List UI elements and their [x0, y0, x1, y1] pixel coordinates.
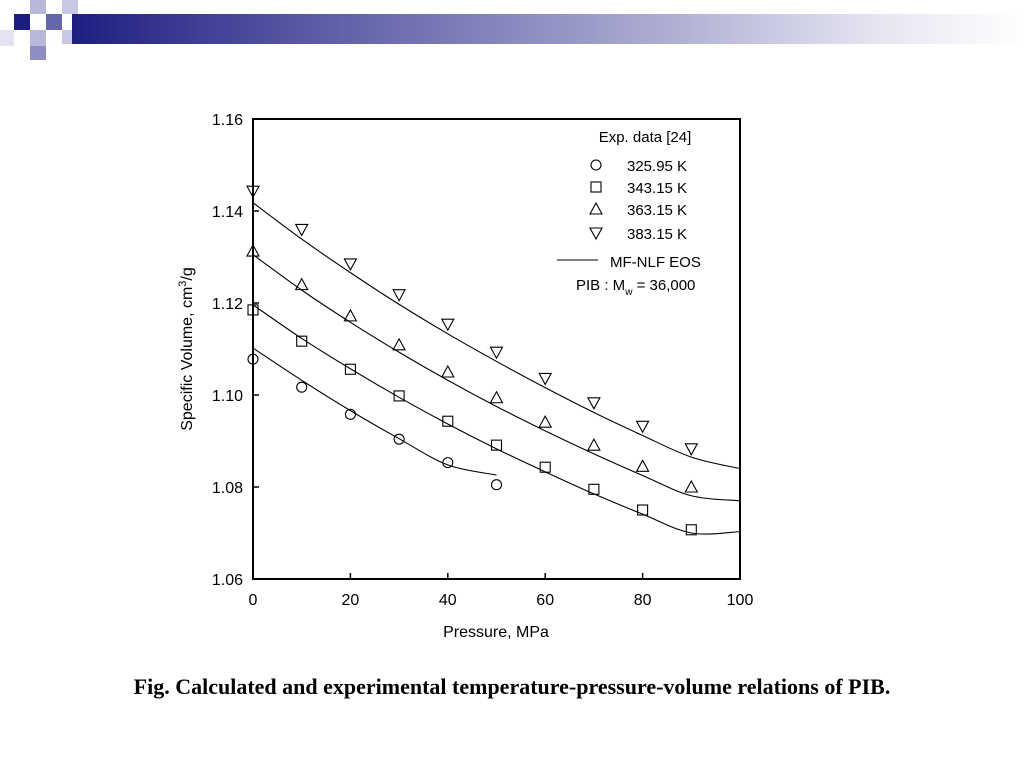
legend-title: Exp. data [24] [599, 129, 692, 146]
data-point-circle [296, 381, 308, 393]
chart: 0 20 40 60 80 100 1.06 1.08 1.10 1.12 1.14 1.16 Pre… [177, 112, 754, 641]
legend-label: 363.15 K [627, 202, 687, 219]
data-point-triangle-up [684, 479, 699, 493]
legend-label: 343.15 K [627, 180, 687, 197]
header-square-dark-1 [14, 14, 30, 30]
header-gradient-bar [72, 14, 1024, 44]
x-tick-label: 20 [342, 592, 360, 609]
legend-label: 325.95 K [627, 158, 687, 175]
y-tick-label: 1.12 [212, 296, 243, 313]
legend-label: 383.15 K [627, 226, 687, 243]
header-square-light-2 [30, 30, 46, 46]
y-axis-label: Specific Volume, cm3/g [177, 267, 196, 431]
y-tick-label: 1.14 [212, 204, 243, 221]
data-point-triangle-up [392, 337, 407, 351]
data-point-triangle-up [294, 277, 309, 291]
legend-note: PIB : Mw = 36,000 [576, 277, 695, 298]
legend-line-label: MF-NLF EOS [610, 254, 701, 271]
data-point-square [637, 504, 649, 516]
data-point-triangle-up [586, 437, 601, 451]
data-point-triangle-up [246, 243, 260, 257]
data-point-circle [393, 433, 405, 445]
header-square-light-4 [0, 30, 14, 46]
x-tick-label: 0 [249, 592, 258, 609]
header-square-light-3 [62, 30, 74, 44]
legend-marker-triangle-down [589, 227, 603, 241]
data-point-triangle-down [392, 289, 407, 302]
data-point-square [685, 524, 697, 536]
header-square-mid-1 [46, 14, 62, 30]
data-point-square [296, 335, 308, 347]
data-point-circle [344, 408, 356, 420]
figure-caption: Fig. Calculated and experimental tempera… [133, 674, 891, 699]
data-point-square [393, 390, 405, 402]
data-point-circle [442, 457, 454, 469]
data-point-triangle-down [635, 420, 650, 434]
y-tick-label: 1.10 [212, 388, 243, 405]
data-point-triangle-down [489, 346, 504, 360]
x-tick-label: 80 [634, 592, 652, 609]
model-line-series-3 [252, 254, 741, 502]
x-tick-label: 100 [727, 592, 754, 609]
data-point-triangle-up [635, 459, 650, 472]
data-point-triangle-down [586, 397, 601, 410]
data-point-triangle-down [294, 223, 309, 237]
data-point-square [442, 415, 454, 427]
header-square-mid-2 [62, 0, 78, 14]
data-point-triangle-up [489, 390, 504, 404]
data-point-triangle-down [440, 318, 455, 332]
y-tick-label: 1.06 [212, 572, 243, 589]
y-tick-label: 1.08 [212, 480, 243, 497]
plot-frame [252, 118, 741, 580]
legend-marker-circle [590, 159, 602, 171]
data-point-triangle-down [684, 443, 699, 456]
data-point-square [539, 461, 551, 473]
model-line-series-4 [252, 202, 741, 470]
y-tick-label: 1.16 [212, 112, 243, 129]
data-point-triangle-up [343, 308, 358, 322]
data-point-square [247, 304, 259, 316]
data-point-square [344, 363, 356, 375]
data-point-triangle-down [246, 185, 260, 199]
x-tick-label: 40 [439, 592, 457, 609]
data-point-circle [490, 479, 503, 491]
model-line-series-2 [252, 304, 741, 535]
data-point-square [490, 439, 503, 451]
data-point-triangle-up [440, 364, 455, 378]
data-point-triangle-down [343, 258, 358, 272]
data-point-square [588, 483, 600, 495]
data-point-triangle-up [538, 414, 553, 428]
legend-marker-square [590, 181, 602, 193]
data-point-circle [247, 353, 259, 365]
data-point-triangle-down [538, 372, 553, 386]
x-tick-label: 60 [536, 592, 554, 609]
x-axis-label: Pressure, MPa [443, 624, 549, 641]
header-square-mid-3 [30, 46, 46, 60]
legend-marker-triangle-up [589, 201, 603, 215]
legend: Exp. data [24] 325.95 K 343.15 K 363.15 K 3… [557, 129, 701, 298]
model-line-series-1 [252, 347, 497, 476]
header-square-light-1 [30, 0, 46, 14]
